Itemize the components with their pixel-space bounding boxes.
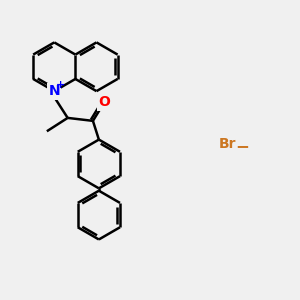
Text: O: O <box>98 95 110 110</box>
Text: +: + <box>56 80 65 90</box>
Text: Br: Br <box>218 137 236 151</box>
Text: N: N <box>49 84 60 98</box>
Text: −: − <box>235 137 249 155</box>
